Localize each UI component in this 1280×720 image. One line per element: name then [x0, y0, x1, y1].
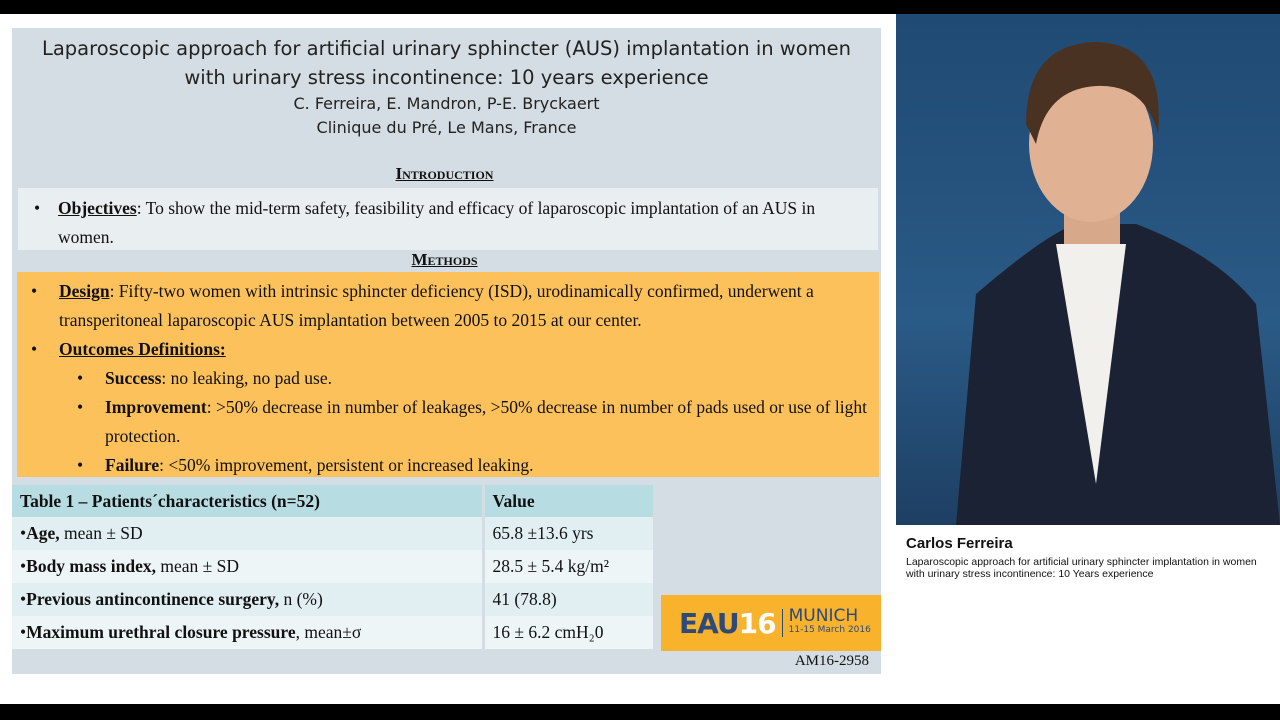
outcomes-item: Outcomes Definitions: — [31, 335, 869, 364]
methods-heading: Methods — [411, 250, 478, 269]
row-label-bold: Maximum urethral closure pressure — [26, 622, 296, 642]
speaker-name: Carlos Ferreira — [906, 535, 1013, 552]
slide-title: Laparoscopic approach for artificial uri… — [41, 37, 852, 89]
design-item: Design: Fifty-two women with intrinsic s… — [31, 277, 869, 335]
row-value: 28.5 ± 5.4 kg/m² — [481, 550, 653, 583]
logo-dates: 11-15 March 2016 — [788, 625, 871, 635]
outcome-text: : <50% improvement, persistent or increa… — [159, 455, 534, 475]
logo-num: 16 — [738, 606, 777, 640]
header-cell: Table 1 – Patients´characteristics (n=52… — [12, 485, 483, 517]
eau16-logo: EAU 16 MUNICH 11-15 March 2016 — [661, 595, 881, 651]
introduction-heading: Introduction — [395, 164, 494, 183]
outcome-label: Success — [105, 368, 162, 388]
top-letterbox — [0, 0, 1280, 14]
patients-table: Table 1 – Patients´characteristics (n=52… — [12, 485, 653, 649]
outcome-label: Failure — [105, 455, 160, 475]
objectives-text: : To show the mid-term safety, feasibili… — [58, 198, 816, 247]
outcome-text: : no leaking, no pad use. — [161, 368, 332, 388]
logo-eau: EAU — [679, 606, 740, 640]
authors: C. Ferreira, E. Mandron, P-E. Bryckaert — [293, 94, 600, 113]
design-text: : Fifty-two women with intrinsic sphinct… — [59, 281, 814, 330]
slide-authors: C. Ferreira, E. Mandron, P-E. Bryckaert … — [12, 92, 881, 140]
speaker-photo — [956, 42, 1280, 525]
row-label: •Age, mean ± SD — [12, 517, 483, 550]
affiliation: Clinique du Pré, Le Mans, France — [316, 118, 577, 137]
outcome-failure: Failure: <50% improvement, persistent or… — [77, 451, 869, 480]
objectives-item: Objectives: To show the mid-term safety,… — [34, 194, 868, 252]
row-label-bold: Body mass index, — [26, 556, 156, 576]
row-value: 41 (78.8) — [481, 583, 653, 616]
speaker-video — [896, 14, 1280, 525]
row-label: •Previous antincontinence surgery, n (%) — [12, 583, 483, 616]
logo-city: MUNICH — [788, 606, 859, 626]
design-label: Design — [59, 281, 110, 301]
row-label: •Body mass index, mean ± SD — [12, 550, 483, 583]
table-row: •Body mass index, mean ± SD 28.5 ± 5.4 kg… — [12, 550, 653, 583]
table-row: •Maximum urethral closure pressure, mean… — [12, 616, 653, 649]
bottom-letterbox — [0, 704, 1280, 720]
row-label-bold: Age, — [26, 523, 60, 543]
introduction-box: Objectives: To show the mid-term safety,… — [18, 188, 878, 250]
row-label-bold: Previous antincontinence surgery, — [26, 589, 280, 609]
outcome-success: Success: no leaking, no pad use. — [77, 364, 869, 393]
outcome-label: Improvement — [105, 397, 207, 417]
row-value: 16 ± 6.2 cmH₂0 — [481, 616, 653, 649]
table-header: Table 1 – Patients´characteristics (n=52… — [12, 485, 653, 517]
row-label: •Maximum urethral closure pressure, mean… — [12, 616, 483, 649]
outcome-improvement: Improvement: >50% decrease in number of … — [77, 393, 869, 451]
logo-city-block: MUNICH 11-15 March 2016 — [781, 606, 871, 637]
row-label-rest: , mean±σ — [295, 622, 362, 642]
abstract-code: AM16-2958 — [794, 653, 869, 669]
row-label-rest: mean ± SD — [155, 556, 239, 576]
speaker-description: Laparoscopic approach for artificial uri… — [906, 556, 1257, 580]
row-value: 65.8 ±13.6 yrs — [481, 517, 653, 550]
methods-box: Design: Fifty-two women with intrinsic s… — [17, 272, 879, 480]
row-label-rest: n (%) — [279, 589, 323, 609]
outcome-text: : >50% decrease in number of leakages, >… — [105, 397, 867, 446]
objectives-label: Objectives — [58, 198, 137, 218]
table-row: •Age, mean ± SD 65.8 ±13.6 yrs — [12, 517, 653, 550]
table-row: •Previous antincontinence surgery, n (%)… — [12, 583, 653, 616]
outcomes-label: Outcomes Definitions: — [59, 339, 226, 359]
row-label-rest: mean ± SD — [59, 523, 143, 543]
header-cell: Value — [481, 485, 653, 517]
slide: Laparoscopic approach for artificial uri… — [12, 28, 881, 674]
